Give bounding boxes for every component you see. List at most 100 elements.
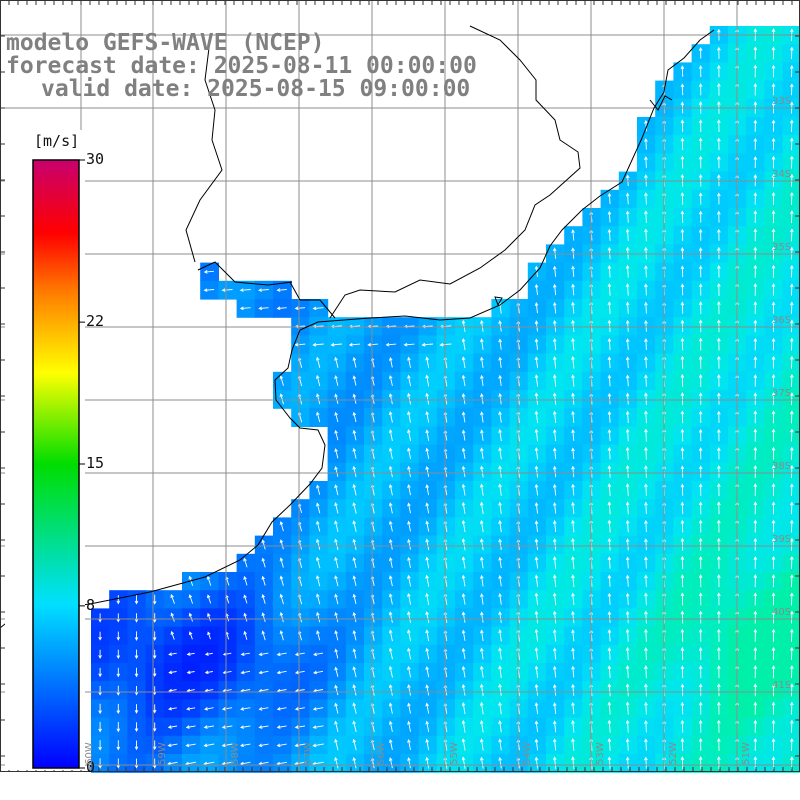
wind-arrow (717, 447, 721, 460)
wind-arrow (279, 520, 284, 532)
wind-arrow (534, 302, 539, 314)
wind-arrow (116, 613, 121, 623)
wind-arrow (134, 722, 139, 733)
wind-arrow (425, 684, 430, 696)
wind-arrow (680, 428, 685, 442)
wind-arrow (534, 465, 539, 478)
wind-arrow (479, 538, 484, 551)
wind-arrow (607, 701, 612, 715)
wind-arrow (134, 667, 139, 678)
wind-arrow (168, 652, 177, 656)
wind-arrow (607, 228, 612, 241)
wind-arrow (680, 410, 685, 424)
wind-arrow (753, 356, 758, 369)
wind-arrow (134, 613, 139, 623)
wind-arrow (461, 629, 466, 641)
wind-arrow (498, 392, 502, 405)
wind-arrow (534, 592, 539, 606)
wind-arrow (480, 338, 484, 350)
wind-arrow (461, 319, 466, 332)
wind-arrow (279, 611, 284, 623)
wind-arrow (717, 592, 721, 606)
wind-arrow (461, 411, 466, 423)
wind-arrow (294, 743, 306, 748)
wind-arrow (698, 737, 703, 751)
wind-arrow (571, 519, 575, 533)
wind-arrow (680, 501, 685, 515)
wind-arrow (790, 537, 794, 551)
wind-arrow (717, 683, 721, 697)
wind-arrow (352, 738, 357, 751)
wind-arrow (625, 192, 630, 205)
wind-arrow (315, 538, 321, 550)
wind-arrow (552, 592, 557, 606)
wind-arrow (480, 393, 484, 405)
wind-arrow (625, 628, 630, 642)
wind-arrow (498, 574, 502, 587)
wind-arrow (607, 647, 612, 660)
wind-arrow (352, 575, 357, 587)
wind-arrow (644, 138, 648, 150)
wind-arrow (771, 537, 776, 551)
wind-arrow (552, 647, 557, 660)
wind-arrow (625, 574, 630, 587)
wind-arrow (294, 342, 306, 347)
wind-arrow (425, 574, 430, 587)
wind-arrow (680, 646, 685, 660)
wind-arrow (279, 630, 284, 641)
wind-arrow (498, 720, 502, 733)
wind-arrow (771, 83, 776, 96)
wind-arrow (388, 429, 393, 441)
wind-arrow (534, 720, 539, 733)
wind-arrow (790, 410, 794, 424)
latitude-label: 39S (772, 534, 792, 545)
wind-arrow (680, 483, 685, 496)
wind-arrow (680, 373, 685, 387)
longitude-label: 56W (375, 742, 387, 765)
wind-arrow (316, 611, 321, 623)
wind-arrow (388, 647, 393, 660)
wind-arrow (407, 574, 412, 587)
wind-arrow (425, 738, 430, 751)
wind-arrow (203, 725, 215, 729)
wind-arrow (625, 683, 630, 697)
wind-arrow (352, 411, 357, 423)
wind-arrow (717, 428, 721, 442)
wind-arrow (534, 702, 539, 714)
wind-arrow (717, 264, 721, 278)
wind-arrow (461, 429, 466, 441)
wind-arrow (771, 46, 776, 60)
wind-arrow (221, 743, 233, 748)
wind-arrow (771, 683, 776, 697)
wind-arrow (607, 629, 612, 642)
wind-arrow (717, 119, 721, 133)
wind-arrow (312, 743, 324, 748)
wind-arrow (680, 756, 685, 770)
wind-arrow (480, 356, 484, 368)
wind-arrow (607, 556, 612, 569)
wind-arrow (552, 683, 557, 696)
wind-arrow (680, 447, 685, 460)
wind-arrow (352, 520, 357, 532)
wind-arrow (334, 356, 339, 368)
wind-arrow (480, 574, 484, 587)
wind-arrow (98, 721, 102, 733)
wind-arrow (461, 447, 466, 459)
wind-arrow (334, 502, 339, 514)
wind-arrow (552, 447, 557, 460)
wind-arrow (753, 574, 758, 588)
wind-arrow (771, 628, 776, 642)
wind-arrow (771, 446, 776, 460)
wind-arrow (168, 706, 177, 711)
wind-arrow (771, 756, 776, 770)
wind-arrow (258, 743, 269, 748)
wind-arrow (753, 610, 758, 624)
wind-arrow (243, 612, 248, 622)
wind-arrow (607, 337, 612, 351)
wind-arrow (753, 46, 758, 60)
wind-arrow (313, 670, 324, 675)
wind-arrow (425, 720, 430, 732)
wind-arrow (717, 719, 721, 733)
wind-arrow (221, 725, 233, 729)
wind-arrow (607, 301, 612, 314)
